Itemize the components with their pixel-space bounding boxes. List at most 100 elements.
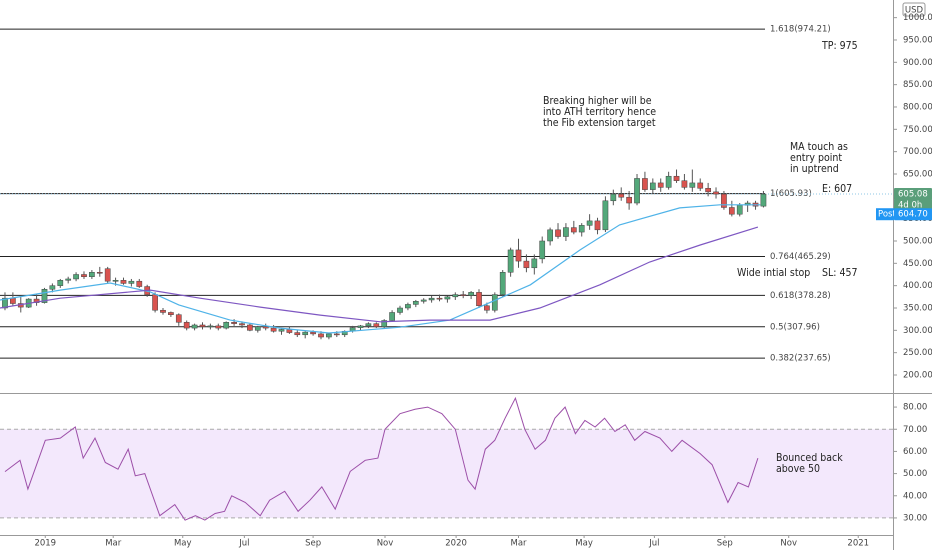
candle-body <box>136 280 143 287</box>
fib-label: 0.5(307.96) <box>770 322 820 332</box>
candle-body <box>96 272 103 274</box>
fib-label: 0.618(378.28) <box>770 291 831 301</box>
rsi-y-tick-label: 30.00 <box>903 513 927 523</box>
y-tick-label: 450.00 <box>903 259 932 269</box>
candle-body <box>65 278 72 281</box>
candle-body <box>657 182 664 188</box>
candle-body <box>618 193 625 198</box>
post-price-tag-box <box>894 208 932 221</box>
rsi-annotation: above 50 <box>776 463 820 475</box>
candle-body <box>112 280 119 282</box>
y-tick-label: 900.00 <box>903 58 932 68</box>
annotation: entry point <box>790 152 842 164</box>
annotation: E: 607 <box>822 183 852 195</box>
annotation: Wide intial stop <box>737 267 810 279</box>
currency: USD <box>905 6 924 16</box>
candle-body <box>168 312 174 315</box>
y-tick-label: 950.00 <box>903 35 932 45</box>
candle-body <box>610 193 617 202</box>
candle-body <box>736 205 743 215</box>
rsi-y-tick-label: 70.00 <box>903 425 927 435</box>
candle-body <box>175 314 182 323</box>
candle-body <box>539 240 546 260</box>
candle-body <box>254 326 261 331</box>
rsi-y-tick-label: 40.00 <box>903 491 927 501</box>
y-tick-label: 850.00 <box>903 80 932 90</box>
candle-body <box>405 304 411 309</box>
post-price-tag: 604.70 <box>898 210 928 220</box>
candle-body <box>310 331 316 335</box>
x-tick-label: Mar <box>510 539 527 549</box>
fib-label: 0.764(465.29) <box>770 252 831 262</box>
x-tick-label: May <box>575 539 593 549</box>
last-price-tag-box <box>894 188 932 201</box>
candle-body <box>626 196 632 204</box>
candle-body <box>183 322 190 329</box>
moving-average <box>0 226 759 323</box>
countdown-tag-box <box>894 199 932 212</box>
candle-body <box>713 191 719 195</box>
y-tick-label: 500.00 <box>903 236 932 246</box>
candle-body <box>586 220 593 226</box>
candle-body <box>452 294 459 298</box>
candle-body <box>547 229 553 242</box>
candle-body <box>207 325 214 328</box>
x-tick-label: May <box>174 539 192 549</box>
x-tick-label: Jul <box>648 539 659 549</box>
candle-body <box>239 323 245 326</box>
candle-body <box>2 297 8 309</box>
currency-box[interactable] <box>902 2 926 17</box>
candle-body <box>476 292 482 307</box>
candle-body <box>649 182 656 190</box>
candle-body <box>389 312 395 321</box>
candle-body <box>681 180 688 188</box>
candle-body <box>326 333 332 338</box>
candle-body <box>689 182 696 188</box>
post-name: Post <box>878 210 896 220</box>
y-tick-label: 700.00 <box>903 147 932 157</box>
candle-body <box>294 332 301 336</box>
candle-body <box>215 325 222 329</box>
x-tick-label: 2020 <box>445 539 467 549</box>
candle-body <box>499 272 506 295</box>
candle-body <box>665 175 672 188</box>
candle-body <box>104 268 111 282</box>
candle-body <box>468 292 474 296</box>
candle-body <box>428 297 435 301</box>
candle-body <box>81 274 87 277</box>
y-tick-label: 650.00 <box>903 169 932 179</box>
fib-label: 1(605.93) <box>770 189 812 199</box>
x-tick-label: Sep <box>305 539 321 549</box>
candle-body <box>515 249 522 262</box>
candle-body <box>270 327 277 332</box>
x-tick-label: Nov <box>377 539 394 549</box>
candle-body <box>120 280 127 284</box>
candle-body <box>302 331 309 336</box>
candle-body <box>199 324 206 328</box>
candle-body <box>128 280 135 284</box>
annotation: in uptrend <box>790 163 839 175</box>
candle-body <box>523 260 530 269</box>
candle-body <box>507 249 514 273</box>
candle-body <box>460 294 467 296</box>
x-tick-label: Sep <box>717 539 733 549</box>
rsi-band <box>0 429 893 518</box>
candle-body <box>278 329 285 332</box>
candle-body <box>602 200 609 231</box>
candle-body <box>318 333 324 338</box>
y-tick-label: 750.00 <box>903 125 932 135</box>
annotation: SL: 457 <box>822 267 857 279</box>
candle-body <box>420 299 427 302</box>
candle-body <box>570 227 577 233</box>
candle-body <box>531 258 538 269</box>
candle-body <box>73 274 79 280</box>
candle-body <box>223 322 230 329</box>
candle-body <box>160 309 166 313</box>
y-tick-label: 200.00 <box>903 370 932 380</box>
annotation: TP: 975 <box>821 40 858 52</box>
annotation: Breaking higher will be <box>543 95 652 107</box>
candle-body <box>397 307 403 313</box>
candle-body <box>728 207 735 215</box>
rsi-y-tick-label: 50.00 <box>903 469 927 479</box>
x-tick-label: Mar <box>105 539 122 549</box>
